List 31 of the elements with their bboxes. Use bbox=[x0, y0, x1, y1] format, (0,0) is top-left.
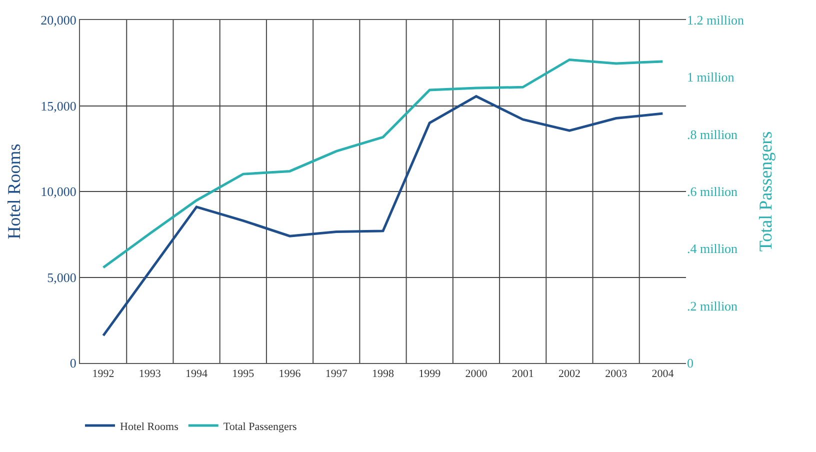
line-series bbox=[102, 58, 664, 269]
legend-label: Hotel Rooms bbox=[120, 420, 178, 433]
x-tick-label: 2004 bbox=[652, 368, 674, 380]
y2-tick-label: .8 million bbox=[687, 126, 738, 142]
y2-tick-label: 1.2 million bbox=[687, 12, 745, 28]
y2-tick-label: .4 million bbox=[687, 241, 738, 256]
y2-axis-title: Total Passengers bbox=[756, 131, 776, 252]
line-series bbox=[102, 95, 664, 337]
x-tick-label: 1999 bbox=[418, 368, 442, 380]
y-tick-label: 0 bbox=[70, 356, 76, 371]
x-tick-label: 1992 bbox=[92, 368, 114, 380]
x-tick-label: 2003 bbox=[605, 368, 628, 380]
x-tick-label: 1994 bbox=[186, 368, 208, 380]
y-tick-label: 20,000 bbox=[40, 12, 76, 28]
x-tick-label: 2001 bbox=[512, 368, 534, 380]
x-tick-label: 1993 bbox=[138, 368, 162, 380]
x-tick-label: 2002 bbox=[558, 368, 580, 380]
x-tick-label: 1996 bbox=[278, 368, 302, 380]
y-tick-label: 5,000 bbox=[47, 270, 76, 285]
x-tick-label: 1998 bbox=[372, 368, 394, 380]
y2-tick-label: 1 million bbox=[687, 70, 735, 85]
x-tick-label: 1995 bbox=[232, 368, 255, 380]
y2-tick-label: .6 million bbox=[687, 184, 738, 200]
y-axis-title: Hotel Rooms bbox=[4, 144, 24, 240]
y2-tick-label: 0 bbox=[687, 356, 694, 371]
y2-tick-label: .2 million bbox=[687, 298, 738, 314]
x-tick-label: 1997 bbox=[325, 368, 348, 380]
y-tick-label: 10,000 bbox=[40, 184, 76, 200]
x-tick-label: 2000 bbox=[465, 368, 488, 380]
legend-label: Total Passengers bbox=[223, 420, 297, 433]
y-tick-label: 15,000 bbox=[40, 98, 76, 114]
